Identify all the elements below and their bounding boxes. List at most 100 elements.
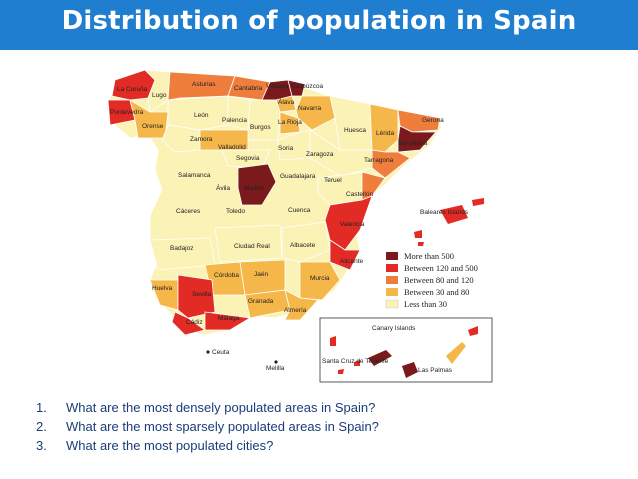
label-salamanca: Salamanca (178, 172, 211, 179)
legend-swatch-5 (385, 299, 399, 309)
label-toledo: Toledo (226, 208, 246, 215)
label-soria: Soria (278, 145, 294, 152)
label-navarra: Navarra (298, 105, 322, 112)
question-item: 2. What are the most sparsely populated a… (36, 419, 379, 434)
question-item: 1. What are the most densely populated ar… (36, 400, 376, 415)
label-segovia: Segovia (236, 155, 260, 162)
label-melilla: Melilla (266, 365, 285, 372)
label-almeria: Almería (284, 307, 307, 314)
island-lanzarote (468, 326, 478, 336)
label-castellon: Castellón (346, 191, 373, 198)
region-zamora (161, 124, 201, 153)
region-cadiz (171, 311, 206, 336)
legend-label-1: More than 500 (404, 251, 454, 261)
label-madrid: Madrid (244, 185, 264, 192)
label-malaga: Málaga (218, 315, 240, 322)
title-bar: Distribution of population in Spain (0, 0, 638, 50)
label-caceres: Cáceres (176, 208, 201, 215)
question-list: 1. What are the most densely populated ar… (36, 398, 379, 455)
ceuta-marker (206, 350, 210, 354)
label-lerida: Lérida (376, 130, 394, 137)
label-avila: Ávila (216, 183, 230, 192)
label-jaen: Jaén (254, 271, 268, 278)
region-malaga (204, 311, 252, 331)
label-guipuzcoa: Guipúzcoa (292, 83, 323, 90)
label-ceuta: Ceuta (212, 349, 230, 356)
region-almeria (284, 289, 319, 321)
region-lerida (369, 103, 399, 153)
label-burgos: Burgos (250, 124, 271, 131)
label-la-rioja: La Rioja (278, 119, 302, 126)
label-valladolid: Valladolid (218, 144, 246, 151)
legend: More than 500 Between 120 and 500 Betwee… (385, 251, 478, 309)
label-palencia: Palencia (222, 117, 247, 124)
label-cantabria: Cantabria (234, 85, 263, 92)
label-teruel: Teruel (324, 177, 342, 184)
island-hierro (338, 369, 344, 374)
legend-swatch-1 (386, 252, 398, 260)
melilla-marker (274, 360, 278, 364)
label-cuenca: Cuenca (288, 207, 311, 214)
balearic-mallorca (440, 205, 468, 224)
region-albacete (281, 221, 331, 263)
label-murcia: Murcia (310, 275, 330, 282)
label-pontevedra: Pontevedra (110, 109, 144, 116)
label-vizcaya: Vizcaya (266, 83, 289, 90)
label-huesca: Huesca (344, 127, 366, 134)
label-ciudad-real: Ciudad Real (234, 243, 270, 250)
legend-label-5: Less than 30 (404, 299, 447, 309)
label-baleares: Baleares Islands (420, 209, 469, 216)
label-alicante: Alicante (340, 258, 364, 265)
canary-title: Canary Islands (372, 325, 416, 332)
label-barcelona: Barcelona (398, 140, 428, 147)
region-gerona (397, 109, 441, 133)
legend-label-4: Between 30 and 80 (404, 287, 469, 297)
label-zaragoza: Zaragoza (306, 151, 334, 158)
island-gran-canaria (402, 362, 418, 378)
island-fuerteventura (446, 342, 466, 364)
label-granada: Granada (248, 298, 274, 305)
region-murcia (299, 261, 341, 301)
label-guadalajara: Guadalajara (280, 173, 316, 180)
balearic-menorca (472, 198, 484, 206)
label-cordoba: Córdoba (214, 272, 239, 279)
canary-inset: Canary Islands Santa Cruz de Tenerife La… (319, 317, 493, 383)
balearic-formentera (418, 242, 424, 246)
region-palencia (227, 95, 251, 131)
region-burgos (247, 99, 281, 141)
label-lugo: Lugo (152, 92, 167, 99)
label-cadiz: Cádiz (186, 319, 203, 326)
island-la-palma (330, 336, 336, 346)
region-leon (167, 95, 229, 131)
label-asturias: Asturias (192, 81, 216, 88)
label-alava: Álava (278, 97, 295, 106)
label-albacete: Albacete (290, 242, 316, 249)
legend-swatch-2 (386, 264, 398, 272)
region-sevilla (177, 274, 216, 319)
spain-population-map: La Coruña Lugo Pontevedra Orense Asturia… (107, 69, 493, 383)
label-la-coruna: La Coruña (117, 86, 148, 93)
region-madrid (237, 163, 277, 206)
label-leon: León (194, 112, 209, 119)
label-tarragona: Tarragona (364, 157, 394, 164)
label-las-palmas: Las Palmas (418, 367, 453, 374)
legend-label-3: Between 80 and 120 (404, 275, 474, 285)
region-zaragoza (309, 129, 373, 177)
label-badajoz: Badajoz (170, 245, 194, 252)
label-gerona: Gerona (422, 117, 444, 124)
legend-label-2: Between 120 and 500 (404, 263, 478, 273)
island-gomera (354, 360, 360, 366)
region-valencia (324, 195, 373, 251)
region-barcelona (397, 125, 437, 153)
legend-swatch-3 (386, 276, 398, 284)
balearic-ibiza (414, 230, 422, 238)
label-santa-cruz: Santa Cruz de Tenerife (322, 358, 389, 365)
legend-swatch-4 (386, 288, 398, 296)
label-valencia: Valencia (340, 221, 365, 228)
question-item: 3. What are the most populated cities? (36, 438, 274, 453)
region-asturias (167, 71, 236, 101)
label-huelva: Huelva (152, 285, 173, 292)
region-alicante (329, 239, 361, 271)
page-title: Distribution of population in Spain (61, 6, 577, 36)
label-zamora: Zamora (190, 136, 213, 143)
